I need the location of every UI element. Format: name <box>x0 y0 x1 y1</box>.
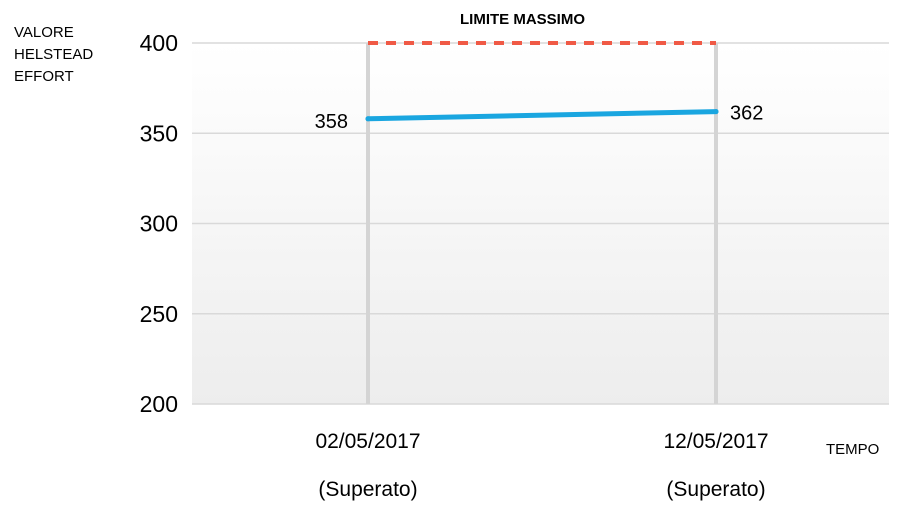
data-point <box>713 109 719 115</box>
y-tick-label: 350 <box>140 120 178 146</box>
y-tick-label: 300 <box>140 211 178 237</box>
y-axis-label-line-3: EFFORT <box>14 68 74 85</box>
y-axis-label: VALORE HELSTEAD EFFORT <box>14 22 93 88</box>
x-tick-label: 02/05/2017 <box>315 430 420 453</box>
x-axis-label: TEMPO <box>826 441 880 458</box>
x-tick-sublabel: (Superato) <box>318 478 417 501</box>
y-axis-label-line-1: VALORE <box>14 24 74 41</box>
x-tick-sublabel: (Superato) <box>666 478 765 501</box>
y-tick-label: 200 <box>140 391 178 417</box>
x-tick-label: 12/05/2017 <box>663 430 768 453</box>
threshold-label: LIMITE MASSIMO <box>460 11 585 28</box>
y-axis-label-line-2: HELSTEAD <box>14 46 94 63</box>
series-line <box>365 109 719 122</box>
y-tick-label: 250 <box>140 301 178 327</box>
y-tick-label: 400 <box>140 30 178 56</box>
data-point <box>365 116 371 122</box>
data-label: 358 <box>315 111 348 133</box>
data-label: 362 <box>730 103 763 125</box>
